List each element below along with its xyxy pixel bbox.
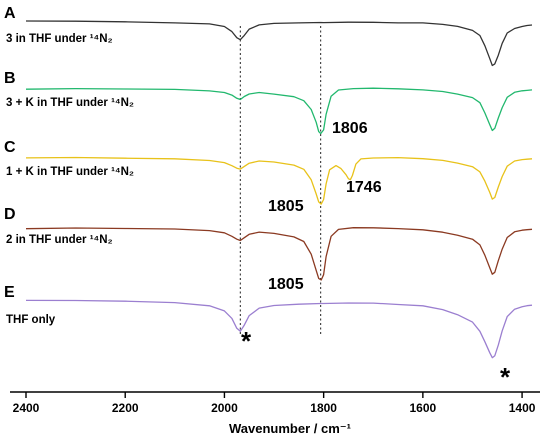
thf-band-marker-1968: *: [241, 326, 252, 356]
peak-label-d-1805: 1805: [268, 276, 304, 293]
spectrum-trace-b: [25, 87, 533, 135]
peak-label-b-1806: 1806: [332, 120, 368, 137]
panel-letter-d: D: [4, 206, 16, 223]
spectrum-trace-a: [25, 20, 533, 67]
x-tick-label-1400: 1400: [509, 401, 536, 415]
panel-label-c: 1 + K in THF under ¹⁴N₂: [6, 166, 134, 178]
spectra-traces: [25, 20, 533, 359]
panel-letter-b: B: [4, 70, 16, 87]
x-tick-label-2400: 2400: [13, 401, 40, 415]
thf-band-marker-1460: *: [500, 362, 511, 392]
panel-label-b: 3 + K in THF under ¹⁴N₂: [6, 97, 134, 109]
panel-letter-c: C: [4, 139, 16, 156]
x-tick-label-2000: 2000: [211, 401, 238, 415]
peak-label-c-1805: 1805: [268, 198, 304, 215]
x-tick-label-1600: 1600: [410, 401, 437, 415]
peak-label-c-1746: 1746: [346, 179, 382, 196]
panel-letter-a: A: [4, 5, 16, 22]
panel-letter-e: E: [4, 284, 15, 301]
x-tick-label-1800: 1800: [310, 401, 337, 415]
panel-label-d: 2 in THF under ¹⁴N₂: [6, 234, 113, 246]
spectrum-trace-d: [25, 227, 533, 281]
spectrum-trace-c: [25, 156, 533, 205]
x-axis-title: Wavenumber / cm⁻¹: [229, 421, 351, 436]
panel-label-a: 3 in THF under ¹⁴N₂: [6, 33, 113, 45]
reference-lines: [239, 26, 322, 336]
x-tick-label-2200: 2200: [112, 401, 139, 415]
spectrum-trace-e: [25, 299, 533, 359]
x-axis-ticks: 2400 2200 2000 1800 1600 1400: [13, 392, 536, 415]
panel-label-e: THF only: [6, 314, 56, 326]
